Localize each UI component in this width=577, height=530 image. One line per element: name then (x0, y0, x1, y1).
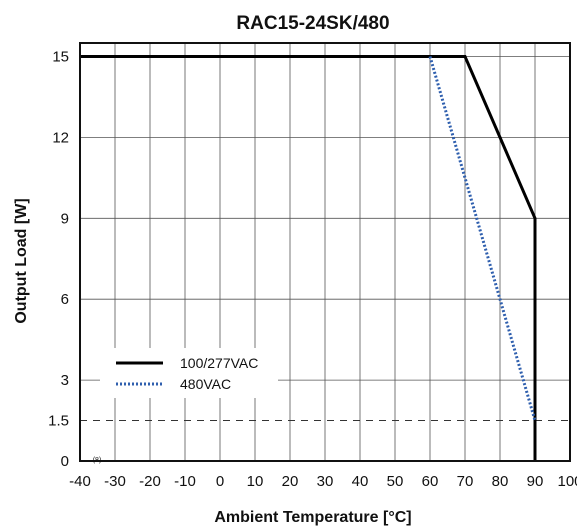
x-tick-label: 90 (527, 473, 544, 490)
y-tick-label: 12 (52, 129, 69, 146)
x-axis-label: Ambient Temperature [°C] (214, 509, 411, 526)
footnote-marker: (8) (93, 457, 102, 464)
y-tick-labels: 0 1.5 3 6 9 12 15 (48, 48, 69, 470)
y-tick-label: 6 (61, 291, 69, 308)
x-tick-label: 30 (317, 473, 334, 490)
grid (80, 43, 570, 461)
x-tick-label: 0 (216, 473, 224, 490)
x-tick-label: 70 (457, 473, 474, 490)
series-line-480vac (428, 56, 537, 421)
x-tick-label: -40 (69, 473, 91, 490)
legend: 100/277VAC 480VAC (100, 348, 278, 398)
series-line-100-277vac (80, 54, 537, 461)
y-tick-label: 1.5 (48, 413, 69, 430)
x-tick-label: 80 (492, 473, 509, 490)
x-tick-label: 10 (247, 473, 264, 490)
y-tick-label: 15 (52, 48, 69, 65)
x-tick-label: 50 (387, 473, 404, 490)
x-tick-label: -10 (174, 473, 196, 490)
y-axis-label: Output Load [W] (13, 198, 30, 323)
legend-label-100-277vac: 100/277VAC (180, 355, 258, 371)
y-tick-label: 3 (61, 372, 69, 389)
legend-label-480vac: 480VAC (180, 376, 231, 392)
y-tick-label: 0 (61, 453, 69, 470)
y-tick-label: 9 (61, 210, 69, 227)
x-tick-labels: -40 -30 -20 -10 0 10 20 30 40 50 60 70 80 90 100 (69, 473, 577, 490)
legend-background (100, 348, 278, 398)
x-tick-label: 100 (557, 473, 577, 490)
plot-frame (79, 42, 571, 462)
series-group (80, 54, 537, 461)
x-tick-label: 40 (352, 473, 369, 490)
x-tick-label: -30 (104, 473, 126, 490)
x-tick-label: -20 (139, 473, 161, 490)
x-tick-label: 20 (282, 473, 299, 490)
x-tick-label: 60 (422, 473, 439, 490)
chart-title: RAC15-24SK/480 (236, 13, 389, 34)
